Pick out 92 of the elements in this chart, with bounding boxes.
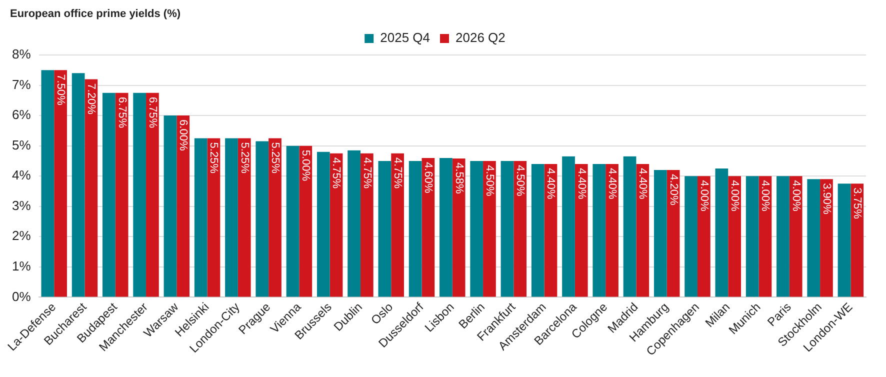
bar — [452, 158, 466, 297]
bar — [316, 152, 330, 297]
bar — [746, 176, 759, 297]
bar — [807, 179, 820, 297]
bar — [697, 176, 710, 297]
bar — [84, 79, 98, 297]
bar — [268, 138, 282, 297]
chart-title: European office prime yields (%) — [10, 8, 181, 20]
bar — [470, 160, 484, 297]
bar — [360, 153, 374, 297]
data-label: 5.25% — [268, 142, 281, 174]
bar — [592, 164, 606, 297]
data-label: 5.25% — [238, 142, 250, 174]
bar — [299, 146, 312, 297]
bar — [606, 164, 618, 297]
bar — [41, 70, 54, 297]
bar — [623, 156, 636, 297]
bar — [408, 160, 422, 297]
data-label: 6.75% — [146, 96, 158, 128]
data-label: 4.00% — [790, 180, 802, 212]
bar — [514, 160, 527, 297]
data-label: 7.20% — [85, 83, 98, 115]
bar — [715, 168, 728, 297]
bar — [666, 170, 680, 297]
data-label: 4.40% — [575, 168, 588, 200]
data-label: 4.00% — [759, 180, 772, 212]
bar — [194, 138, 208, 297]
bar — [378, 160, 392, 297]
data-label: 4.75% — [330, 157, 342, 189]
data-label: 4.60% — [422, 162, 434, 194]
bar — [133, 92, 146, 297]
bar — [238, 138, 251, 297]
bar — [531, 164, 544, 297]
data-label: 4.40% — [606, 168, 618, 200]
data-label: 6.00% — [177, 120, 190, 151]
bar — [348, 150, 360, 297]
legend-label: 2025 Q4 — [380, 30, 430, 46]
bar — [54, 70, 67, 297]
bar — [422, 158, 435, 297]
bar — [776, 176, 790, 297]
bar — [176, 116, 190, 297]
bar — [146, 92, 159, 297]
y-tick-label: 0% — [12, 288, 32, 304]
bar — [286, 146, 300, 297]
bar — [115, 92, 128, 297]
bar — [102, 92, 116, 297]
y-tick-label: 4% — [12, 168, 32, 183]
bar — [789, 176, 802, 297]
data-label: 3.90% — [820, 183, 832, 215]
y-tick-label: 7% — [12, 76, 32, 92]
data-label: 4.00% — [698, 180, 710, 212]
bar — [654, 170, 667, 297]
bar — [72, 73, 85, 297]
bar — [500, 160, 514, 297]
bar — [574, 164, 588, 297]
bar — [330, 153, 343, 297]
bar — [838, 184, 851, 297]
bar — [562, 156, 575, 297]
y-tick-label: 8% — [12, 46, 32, 62]
legend-label: 2026 Q2 — [456, 30, 506, 46]
bar — [850, 184, 864, 297]
bar — [483, 160, 496, 297]
data-label: 4.75% — [360, 157, 373, 189]
y-tick-label: 5% — [12, 137, 32, 152]
bar — [820, 179, 833, 297]
y-tick-label: 1% — [12, 258, 32, 274]
data-label: 5.00% — [300, 150, 312, 182]
data-label: 4.40% — [636, 168, 649, 200]
bar — [207, 138, 220, 297]
data-label: 4.40% — [544, 168, 557, 200]
bar — [164, 116, 177, 297]
data-label: 4.75% — [392, 157, 404, 189]
data-label: 4.50% — [514, 164, 526, 196]
data-label: 3.75% — [851, 188, 864, 220]
data-label: 7.50% — [54, 74, 67, 106]
data-label: 4.50% — [483, 164, 496, 196]
y-tick-label: 2% — [12, 228, 32, 244]
data-label: 4.20% — [667, 174, 680, 206]
data-label: 5.25% — [208, 142, 220, 174]
y-tick-label: 6% — [12, 107, 32, 122]
data-label: 6.75% — [116, 96, 128, 128]
bar — [440, 158, 452, 297]
data-label: 4.58% — [452, 162, 465, 194]
bar — [728, 176, 741, 297]
bar — [684, 176, 698, 297]
bar — [256, 141, 269, 297]
bar — [391, 153, 404, 297]
bar — [225, 138, 238, 297]
bar — [544, 164, 558, 297]
data-label: 4.00% — [728, 180, 741, 212]
y-tick-label: 3% — [12, 198, 32, 213]
bar — [636, 164, 650, 297]
